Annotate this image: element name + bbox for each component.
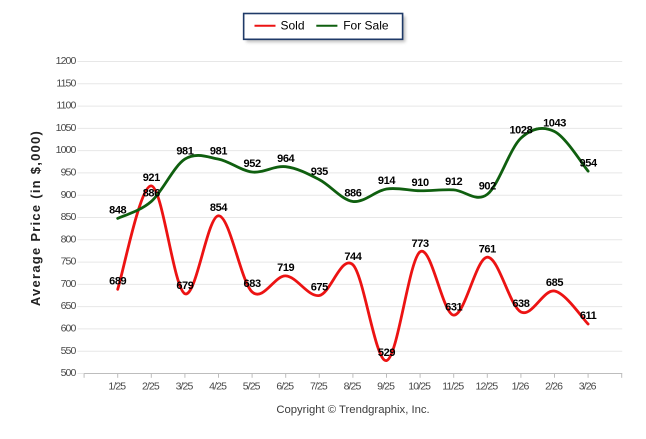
svg-text:1/26: 1/26: [512, 381, 530, 393]
svg-text:910: 910: [412, 177, 429, 189]
svg-text:611: 611: [580, 310, 597, 322]
svg-text:744: 744: [344, 251, 362, 263]
svg-text:981: 981: [210, 145, 227, 157]
svg-text:Average Price (in $,000): Average Price (in $,000): [28, 130, 43, 306]
svg-text:952: 952: [244, 158, 261, 170]
svg-text:902: 902: [479, 181, 496, 193]
svg-text:750: 750: [61, 256, 77, 268]
svg-text:8/25: 8/25: [344, 381, 362, 393]
svg-text:964: 964: [277, 153, 295, 165]
svg-text:10/25: 10/25: [408, 381, 431, 393]
svg-text:631: 631: [445, 301, 462, 313]
svg-text:679: 679: [176, 280, 193, 292]
svg-text:719: 719: [277, 262, 294, 274]
svg-text:529: 529: [378, 347, 395, 359]
svg-text:700: 700: [61, 278, 77, 290]
svg-text:886: 886: [143, 188, 160, 200]
svg-text:12/25: 12/25: [476, 381, 499, 393]
svg-text:Copyright © Trendgraphix, Inc.: Copyright © Trendgraphix, Inc.: [276, 404, 429, 416]
svg-text:1050: 1050: [56, 122, 77, 134]
svg-text:848: 848: [109, 205, 126, 217]
svg-text:3/26: 3/26: [579, 381, 597, 393]
svg-text:1200: 1200: [56, 55, 77, 67]
svg-text:6/25: 6/25: [276, 381, 294, 393]
svg-text:1100: 1100: [56, 100, 76, 112]
svg-text:683: 683: [244, 278, 261, 290]
svg-text:4/25: 4/25: [209, 381, 227, 393]
svg-text:3/25: 3/25: [176, 381, 194, 393]
svg-text:1/25: 1/25: [108, 381, 126, 393]
svg-text:854: 854: [210, 202, 228, 214]
svg-text:912: 912: [445, 176, 462, 188]
svg-text:773: 773: [412, 238, 429, 250]
svg-text:1028: 1028: [509, 124, 532, 136]
svg-text:914: 914: [378, 175, 396, 187]
svg-text:2/26: 2/26: [545, 381, 563, 393]
svg-text:1000: 1000: [56, 144, 77, 156]
svg-text:500: 500: [61, 367, 77, 379]
svg-text:981: 981: [176, 145, 193, 157]
svg-text:850: 850: [61, 211, 77, 223]
svg-text:800: 800: [61, 233, 77, 245]
svg-text:954: 954: [580, 157, 598, 169]
svg-text:675: 675: [311, 282, 328, 294]
svg-text:1150: 1150: [56, 77, 76, 89]
svg-text:550: 550: [61, 345, 77, 357]
svg-text:685: 685: [546, 277, 563, 289]
svg-text:11/25: 11/25: [442, 381, 464, 393]
svg-text:2/25: 2/25: [142, 381, 160, 393]
svg-text:9/25: 9/25: [377, 381, 395, 393]
svg-text:1043: 1043: [543, 118, 566, 130]
svg-text:900: 900: [61, 189, 77, 201]
svg-text:921: 921: [143, 172, 160, 184]
svg-text:600: 600: [61, 323, 77, 335]
svg-text:Sold: Sold: [281, 19, 305, 33]
svg-text:650: 650: [61, 300, 77, 312]
svg-text:950: 950: [61, 167, 77, 179]
svg-text:7/25: 7/25: [310, 381, 328, 393]
svg-text:5/25: 5/25: [243, 381, 261, 393]
svg-text:886: 886: [344, 188, 361, 200]
svg-text:761: 761: [479, 243, 496, 255]
svg-text:689: 689: [109, 276, 126, 288]
svg-text:638: 638: [512, 298, 529, 310]
svg-text:935: 935: [311, 166, 328, 178]
svg-text:For Sale: For Sale: [343, 19, 389, 33]
